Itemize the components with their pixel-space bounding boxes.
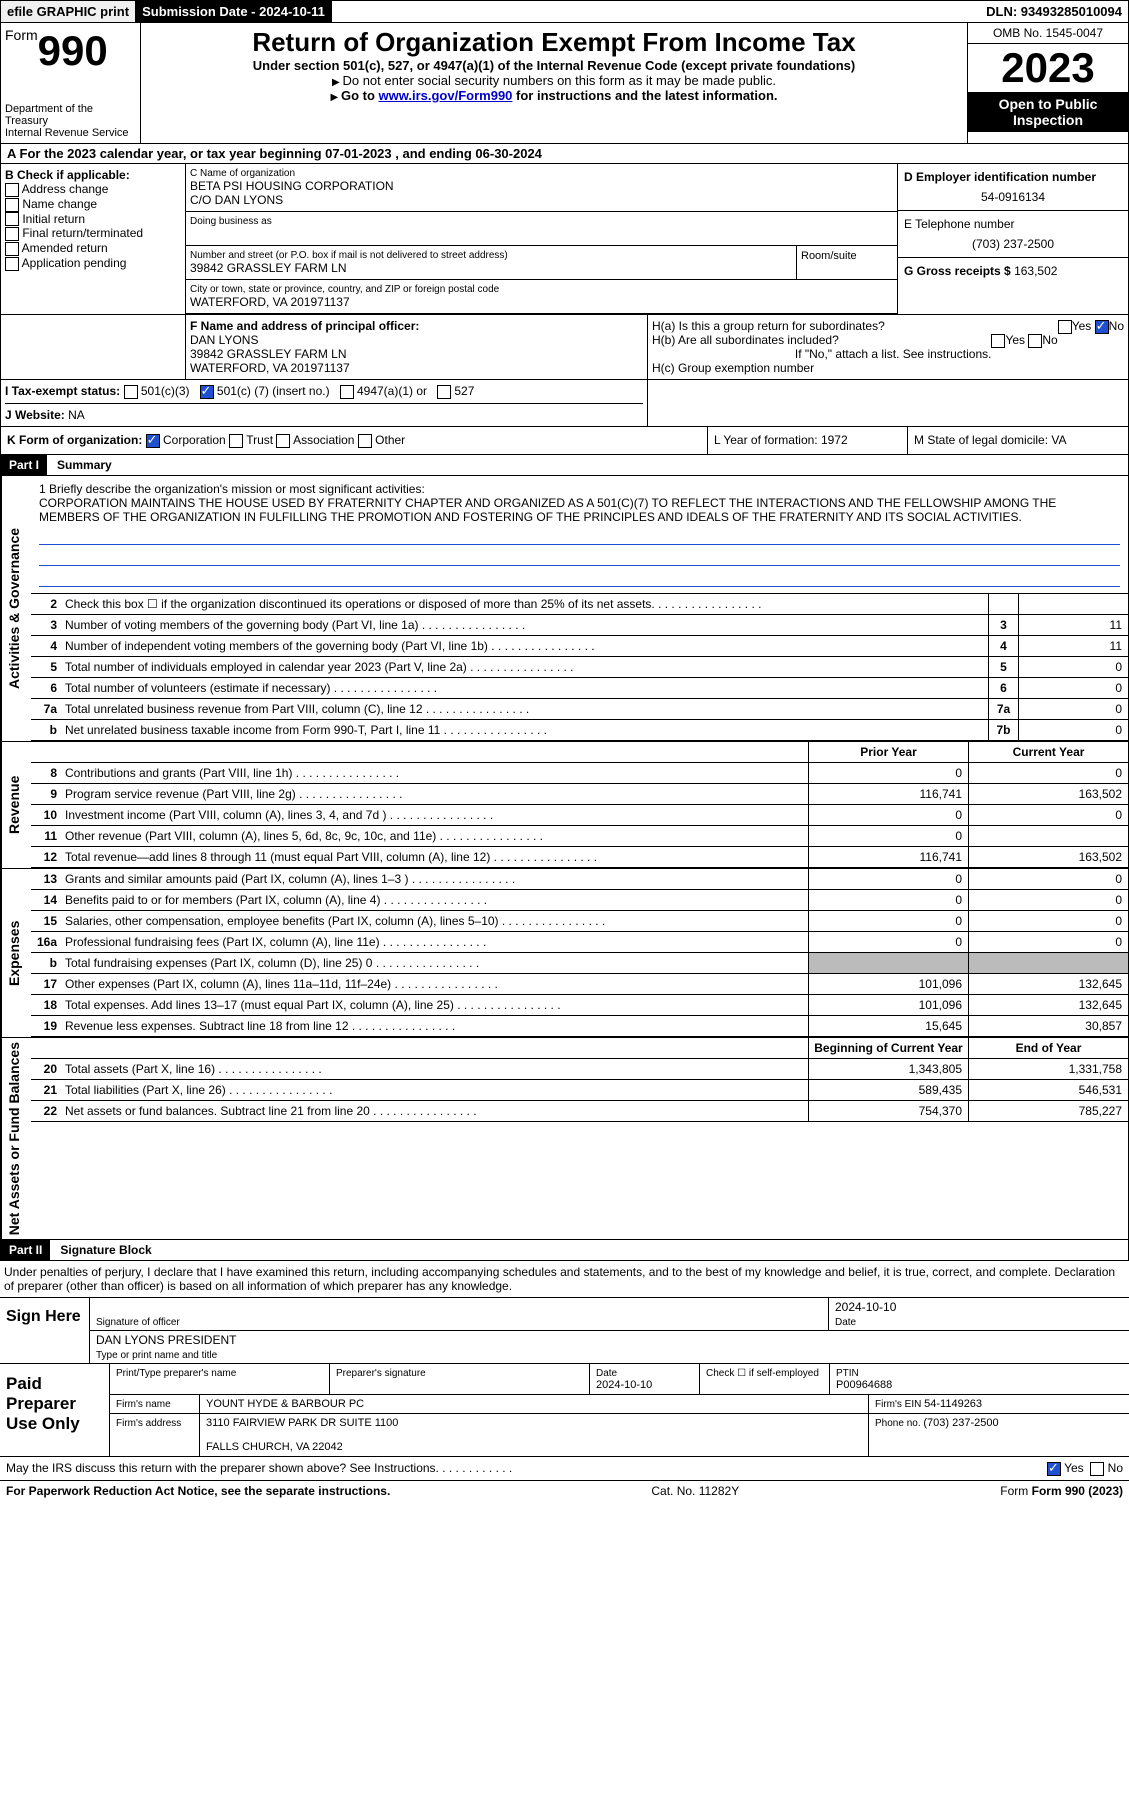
part-1-header: Part I Summary (0, 455, 1129, 476)
subtitle-3: Go to www.irs.gov/Form990 for instructio… (145, 88, 963, 103)
omb-number: OMB No. 1545-0047 (968, 23, 1128, 44)
ptin: P00964688 (836, 1379, 892, 1391)
penalties-text: Under penalties of perjury, I declare th… (0, 1261, 1129, 1298)
expenses-tab: Expenses (1, 869, 34, 1037)
net-assets-tab: Net Assets or Fund Balances (1, 1038, 34, 1239)
submission-date-button[interactable]: Submission Date - 2024-10-11 (136, 1, 332, 22)
mission-text: CORPORATION MAINTAINS THE HOUSE USED BY … (39, 496, 1120, 524)
firm-name: YOUNT HYDE & BARBOUR PC (200, 1395, 869, 1413)
fin-line: 16aProfessional fundraising fees (Part I… (31, 932, 1128, 953)
dept-label: Department of the Treasury (5, 103, 136, 127)
governance-section: Activities & Governance 1 Briefly descri… (0, 476, 1129, 742)
section-k-l-m: K Form of organization: Corporation Trus… (0, 427, 1129, 455)
fin-line: 20Total assets (Part X, line 16)1,343,80… (31, 1059, 1128, 1080)
officer-name-title: DAN LYONS PRESIDENT (96, 1333, 1123, 1347)
irs-link[interactable]: www.irs.gov/Form990 (379, 88, 513, 103)
fin-line: 18Total expenses. Add lines 13–17 (must … (31, 995, 1128, 1016)
section-b: B Check if applicable: Address change Na… (1, 164, 186, 314)
paid-preparer-block: Paid Preparer Use Only Print/Type prepar… (0, 1364, 1129, 1457)
open-public-badge: Open to Public Inspection (968, 92, 1128, 132)
revenue-tab: Revenue (1, 742, 34, 868)
group-return-no-checkbox[interactable] (1095, 320, 1109, 334)
fin-line: 8Contributions and grants (Part VIII, li… (31, 763, 1128, 784)
section-f-h: F Name and address of principal officer:… (0, 315, 1129, 380)
org-name: BETA PSI HOUSING CORPORATION (190, 179, 893, 193)
gov-line: 6Total number of volunteers (estimate if… (31, 678, 1128, 699)
fin-line: 11Other revenue (Part VIII, column (A), … (31, 826, 1128, 847)
discuss-yes-checkbox[interactable] (1047, 1462, 1061, 1476)
section-i-j: I Tax-exempt status: 501(c)(3) 501(c) (7… (0, 380, 1129, 427)
net-assets-section: Net Assets or Fund Balances Beginning of… (0, 1038, 1129, 1240)
care-of: C/O DAN LYONS (190, 193, 893, 207)
fin-line: 12Total revenue—add lines 8 through 11 (… (31, 847, 1128, 868)
row-a-tax-period: A For the 2023 calendar year, or tax yea… (0, 144, 1129, 164)
expenses-section: Expenses 13Grants and similar amounts pa… (0, 869, 1129, 1038)
dln-label: DLN: 93493285010094 (980, 1, 1128, 22)
fin-line: 14Benefits paid to or for members (Part … (31, 890, 1128, 911)
year-formation: L Year of formation: 1972 (708, 427, 908, 454)
gov-line: bNet unrelated business taxable income f… (31, 720, 1128, 741)
gov-line: 5Total number of individuals employed in… (31, 657, 1128, 678)
fin-line: 21Total liabilities (Part X, line 26)589… (31, 1080, 1128, 1101)
website-value: NA (68, 408, 85, 422)
part-2-header: Part II Signature Block (0, 1240, 1129, 1261)
governance-tab: Activities & Governance (1, 476, 34, 741)
irs-label: Internal Revenue Service (5, 127, 136, 139)
fin-line: bTotal fundraising expenses (Part IX, co… (31, 953, 1128, 974)
officer-name: DAN LYONS (190, 333, 643, 347)
gross-receipts: 163,502 (1014, 264, 1057, 278)
sign-here-block: Sign Here Signature of officer 2024-10-1… (0, 1298, 1129, 1364)
gov-line: 7aTotal unrelated business revenue from … (31, 699, 1128, 720)
fin-line: 15Salaries, other compensation, employee… (31, 911, 1128, 932)
corporation-checkbox[interactable] (146, 434, 160, 448)
form-number: Form990 (5, 27, 136, 75)
street-address: 39842 GRASSLEY FARM LN (190, 261, 792, 275)
revenue-section: Revenue Prior Year Current Year 8Contrib… (0, 742, 1129, 869)
fin-line: 19Revenue less expenses. Subtract line 1… (31, 1016, 1128, 1037)
gov-line: 3Number of voting members of the governi… (31, 615, 1128, 636)
gov-line: 2Check this box ☐ if the organization di… (31, 594, 1128, 615)
form-header: Form990 Department of the Treasury Inter… (0, 23, 1129, 144)
telephone: (703) 237-2500 (904, 237, 1122, 251)
fin-line: 10Investment income (Part VIII, column (… (31, 805, 1128, 826)
efile-button[interactable]: efile GRAPHIC print (1, 1, 136, 22)
form-title: Return of Organization Exempt From Incom… (145, 27, 963, 58)
header-grid: B Check if applicable: Address change Na… (0, 164, 1129, 315)
section-c: C Name of organization BETA PSI HOUSING … (186, 164, 898, 314)
state-domicile: M State of legal domicile: VA (908, 427, 1128, 454)
gov-line: 4Number of independent voting members of… (31, 636, 1128, 657)
fin-line: 17Other expenses (Part IX, column (A), l… (31, 974, 1128, 995)
501c-checkbox[interactable] (200, 385, 214, 399)
fin-line: 13Grants and similar amounts paid (Part … (31, 869, 1128, 890)
tax-year: 2023 (968, 44, 1128, 92)
ein-value: 54-0916134 (904, 190, 1122, 204)
discuss-row: May the IRS discuss this return with the… (0, 1457, 1129, 1481)
subtitle-1: Under section 501(c), 527, or 4947(a)(1)… (253, 58, 855, 73)
section-d-e-g: D Employer identification number 54-0916… (898, 164, 1128, 314)
top-bar: efile GRAPHIC print Submission Date - 20… (0, 0, 1129, 23)
fin-line: 9Program service revenue (Part VIII, lin… (31, 784, 1128, 805)
footer: For Paperwork Reduction Act Notice, see … (0, 1481, 1129, 1501)
fin-line: 22Net assets or fund balances. Subtract … (31, 1101, 1128, 1122)
subtitle-2: Do not enter social security numbers on … (145, 73, 963, 88)
city-state-zip: WATERFORD, VA 201971137 (190, 295, 893, 309)
